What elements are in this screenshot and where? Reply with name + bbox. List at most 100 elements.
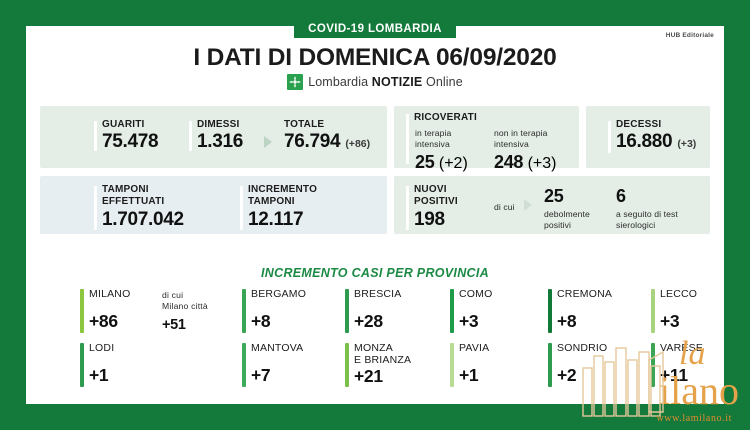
province-lecco: LECCO +3 [651,288,721,333]
metric-accent-bar [608,121,611,153]
province-monza-e-brianza: MONZA E BRIANZA +21 [345,342,435,387]
province-mantova: MANTOVA +7 [242,342,332,387]
totale-value: 76.794 [284,130,341,152]
non-icu-block: non in terapia intensiva 248 (+3) [494,128,580,173]
nuovi-positivi-label-line1: NUOVI [414,184,447,195]
logo-wordmark: Lombardia NOTIZIE Online [308,75,463,89]
province-name: SONDRIO [557,342,608,354]
tamponi-value: 1.707.042 [102,209,184,230]
province-accent-bar [450,289,454,333]
province-name-line2: E BRIANZA [354,354,412,366]
province-name: PAVIA [459,342,490,354]
province-value: +8 [251,311,271,331]
logo-text-lombardia: Lombardia [308,75,369,89]
icu-value-wrap: 25 (+2) [415,152,487,173]
province-accent-bar [548,343,552,387]
province-value: +28 [354,311,383,331]
metric-nuovi-positivi: NUOVI POSITIVI 198 [406,184,496,231]
metric-incremento-tamponi: INCREMENTO TAMPONI 12.117 [240,184,380,231]
logo-text-notizie: NOTIZIE [371,75,423,89]
province-name-line1: MONZA [354,342,393,354]
milano-sub-value: +51 [162,317,186,333]
serological-label-line2: sierologici [616,219,656,230]
province-varese: VARESE +11 [651,342,721,387]
province-cremona: CREMONA +8 [548,288,638,333]
non-icu-value-wrap: 248 (+3) [494,152,580,173]
metric-accent-bar [406,114,409,164]
non-icu-label-line2: intensiva [494,138,529,149]
province-accent-bar [548,289,552,333]
icu-label-line2: intensiva [415,138,450,149]
nuovi-positivi-label-line2: POSITIVI [414,195,458,207]
province-value: +3 [660,311,680,331]
province-value: +1 [89,365,109,385]
province-value: +3 [459,311,479,331]
province-accent-bar [450,343,454,387]
hospitalized-panel: RICOVERATI in terapia intensiva 25 (+2) … [394,106,579,172]
metric-decessi: DECESSI 16.880 (+3) [608,119,708,155]
recovered-panel: GUARITI 75.478 DIMESSI 1.316 TOTALE 76.7… [40,106,387,168]
province-name: MILANO [89,288,131,300]
province-como: COMO +3 [450,288,530,333]
totale-label: TOTALE [284,119,325,130]
provinces-panel: MILANO +86 di cui Milano città +51 BERGA… [40,284,710,394]
non-icu-label-line1: non in terapia [494,128,548,138]
province-bergamo: BERGAMO +8 [242,288,332,333]
serological-value: 6 [616,186,626,206]
metric-accent-bar [94,121,97,151]
province-accent-bar [651,289,655,333]
serological-block: 6 a seguito di test sierologici [616,187,710,230]
decessi-value-wrap: 16.880 (+3) [608,131,708,155]
infographic-card: HUB Editoriale I DATI DI DOMENICA 06/09/… [26,26,724,404]
metric-ricoverati: RICOVERATI [406,112,576,164]
incremento-label-line2: TAMPONI [248,195,295,207]
dimessi-label: DIMESSI [197,119,240,130]
province-name: MANTOVA [251,342,304,354]
province-pavia: PAVIA +1 [450,342,530,387]
province-value: +7 [251,365,271,385]
totale-value-wrap: 76.794 (+86) [284,131,389,155]
totale-delta: (+86) [345,137,371,150]
decessi-value: 16.880 [616,130,673,152]
hub-editoriale-credit: HUB Editoriale [665,32,714,39]
watermark-url: www.lamilano.it [656,413,732,424]
province-name: LECCO [660,288,698,300]
guariti-value: 75.478 [102,130,159,152]
icu-label-line1: in terapia [415,128,452,138]
province-sondrio: SONDRIO +2 [548,342,638,387]
ricoverati-label: RICOVERATI [414,112,477,123]
milano-sub-label-line2: Milano città [162,300,208,311]
province-value: +11 [660,365,688,385]
weak-positives-label-line2: positivi [544,219,572,230]
province-value: +8 [557,311,577,331]
weak-positives-value: 25 [544,186,564,206]
icu-value: 25 [415,152,435,172]
incremento-value: 12.117 [248,209,304,230]
province-accent-bar [651,343,655,387]
di-cui-label: di cui [494,202,515,212]
lombardia-notizie-logo: Lombardia NOTIZIE Online [26,74,724,90]
arrow-separator-icon [524,199,532,211]
province-lodi: LODI +1 [80,342,160,387]
province-name: BERGAMO [251,288,307,300]
arrow-separator-icon [264,136,272,148]
lombardy-rose-icon [287,74,304,90]
non-icu-value: 248 [494,152,524,172]
province-name: VARESE [660,342,704,354]
province-accent-bar [242,289,246,333]
nuovi-positivi-value: 198 [414,209,445,230]
province-value: +2 [557,365,577,385]
province-brescia: BRESCIA +28 [345,288,435,333]
milano-sub-label-line1: di cui [162,290,184,300]
metric-accent-bar [94,186,97,230]
metric-guariti: GUARITI 75.478 [94,119,180,153]
province-name: COMO [459,288,493,300]
province-value: +86 [89,311,118,331]
metric-accent-bar [240,186,243,230]
deaths-panel: DECESSI 16.880 (+3) [586,106,710,168]
icu-block: in terapia intensiva 25 (+2) [415,128,487,173]
province-accent-bar [80,343,84,387]
non-icu-delta: (+3) [527,155,557,172]
province-accent-bar [80,289,84,333]
